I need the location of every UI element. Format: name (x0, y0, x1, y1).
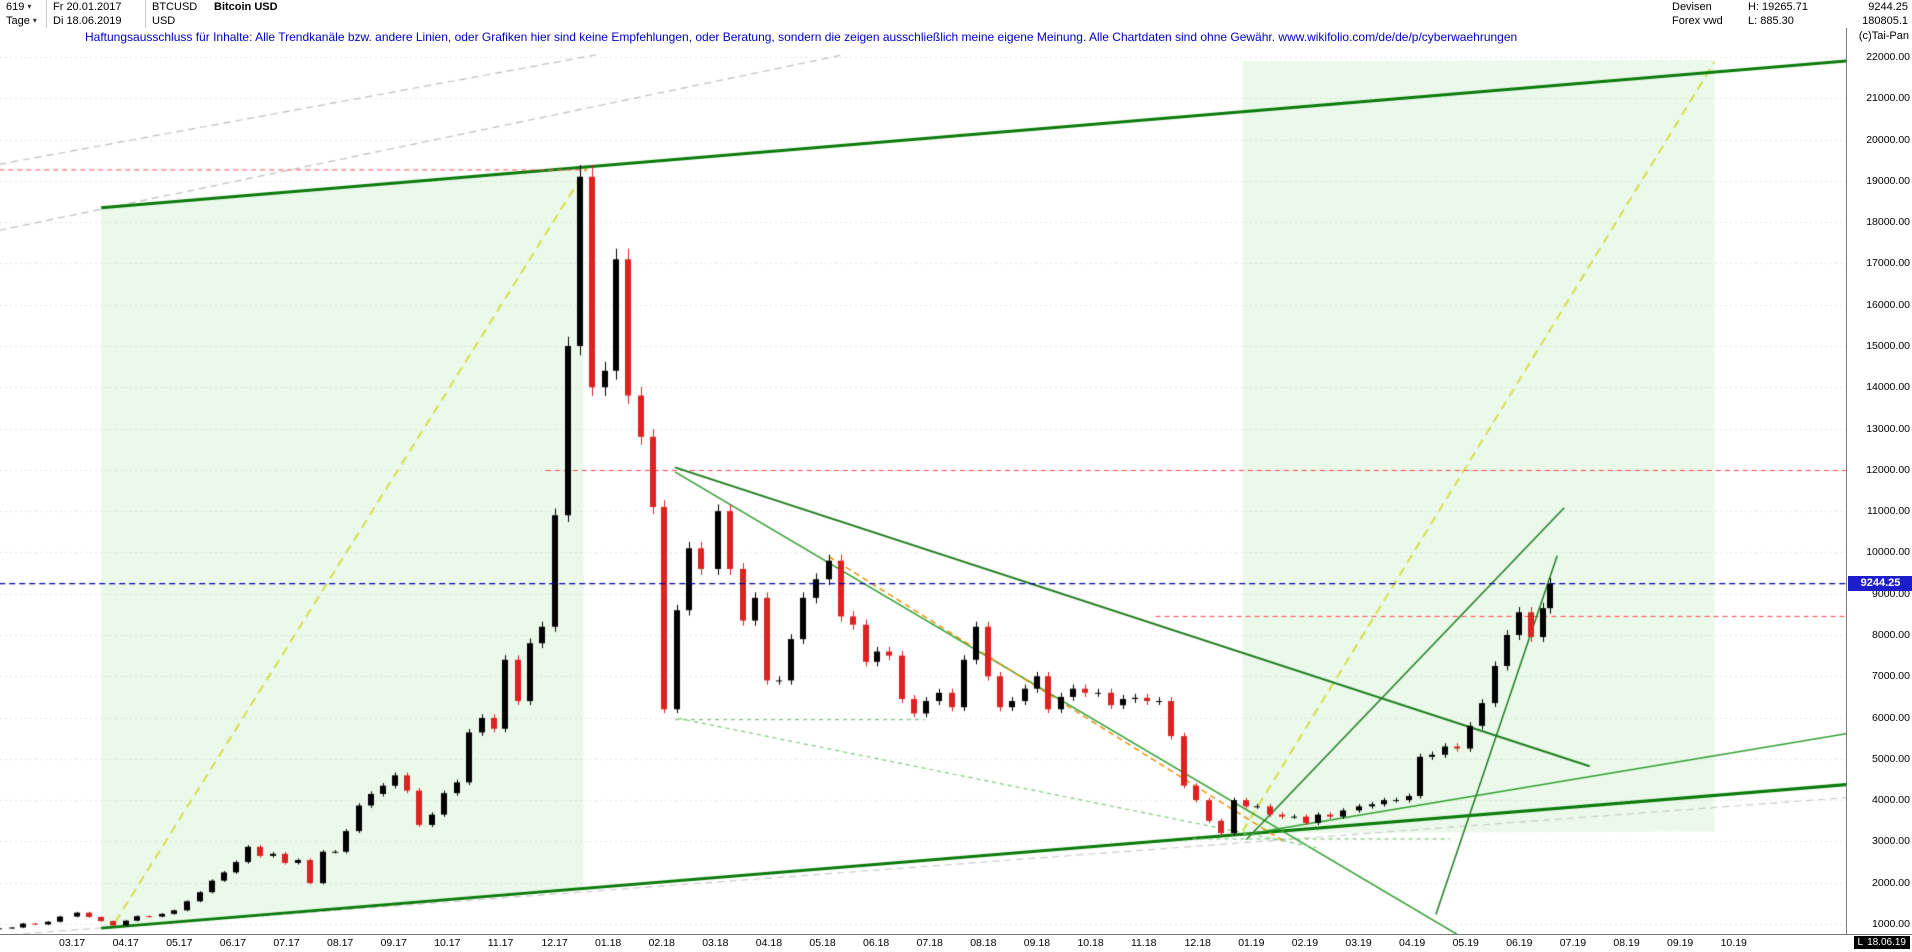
x-axis-label: 06.18 (863, 937, 890, 949)
x-axis-label: 02.18 (648, 937, 675, 949)
x-axis-label: 08.19 (1613, 937, 1640, 949)
x-axis-label: 03.18 (702, 937, 729, 949)
x-axis-label: 09.19 (1667, 937, 1694, 949)
header-row-2: Tage ▾ Di 18.06.2019 USD Forex vwd L: 885… (0, 14, 1912, 28)
x-axis-label: 10.17 (434, 937, 461, 949)
x-axis-label: 03.17 (59, 937, 86, 949)
x-axis-label: 05.17 (166, 937, 193, 949)
x-axis-label: 01.19 (1238, 937, 1265, 949)
date-stamp-value: 18.06.19 (1867, 937, 1906, 948)
x-axis-label: 04.18 (755, 937, 783, 949)
currency-code: USD (152, 15, 176, 27)
y-axis-label: 19000.00 (1866, 174, 1910, 187)
chevron-down-icon: ▾ (32, 16, 37, 25)
bars-count-value: 619 (6, 1, 25, 13)
time-axis[interactable]: L 18.06.19 03.17 04.17 05.17 06.17 07.17 08.17… (0, 934, 1912, 952)
y-axis-label: 2000.00 (1872, 876, 1910, 889)
x-axis-label: 07.17 (273, 937, 300, 949)
symbol-code: BTCUSD (152, 1, 198, 13)
y-axis-label: 13000.00 (1866, 422, 1910, 435)
y-axis-label: 17000.00 (1866, 257, 1910, 270)
x-axis-label: 11.18 (1131, 937, 1157, 949)
y-axis-label: 22000.00 (1866, 51, 1910, 63)
x-axis-label: 04.19 (1399, 937, 1426, 949)
chart-end-date: Di 18.06.2019 (47, 14, 146, 28)
price-chart-canvas[interactable] (0, 28, 1846, 934)
y-axis-label: 21000.00 (1866, 92, 1910, 105)
x-axis-label: 07.19 (1559, 937, 1587, 949)
x-axis-label: 12.17 (541, 937, 568, 949)
y-axis-label: 18000.00 (1866, 216, 1910, 229)
y-axis-label: 1000.00 (1872, 918, 1910, 930)
x-axis-label: 08.18 (970, 937, 997, 949)
x-axis-label: 11.17 (487, 937, 514, 949)
y-axis-label: 5000.00 (1872, 752, 1910, 765)
disclaimer-text: Haftungsausschluss für Inhalte: Alle Tre… (85, 30, 1518, 44)
y-axis-label: 6000.00 (1872, 711, 1910, 724)
last-price-value: 9244.25 (1868, 1, 1908, 13)
x-axis-label: 10.18 (1077, 937, 1104, 949)
y-axis-label: 15000.00 (1866, 340, 1910, 352)
x-axis-label: 03.19 (1345, 937, 1372, 949)
period-value: Tage (6, 15, 30, 27)
bars-count-dropdown[interactable]: 619 ▾ (0, 0, 47, 14)
x-axis-label: 08.17 (327, 937, 354, 949)
low-marker-label: L (1857, 937, 1864, 948)
period-low-label: L: 885.30 (1748, 15, 1794, 27)
x-axis-label: 06.19 (1506, 937, 1533, 949)
y-axis-label: 20000.00 (1866, 133, 1910, 146)
period-dropdown[interactable]: Tage ▾ (0, 14, 47, 28)
category-label: Devisen (1672, 1, 1712, 13)
current-price-badge: 9244.25 (1848, 575, 1912, 591)
copyright-label: (c)Tai-Pan (1858, 30, 1909, 42)
price-axis[interactable]: 9244.25 22000.00 21000.00 20000.00 19000.00… (1846, 28, 1912, 934)
header-right-group-1: Devisen H: 19265.71 9244.25 (1666, 0, 1912, 14)
x-axis-label: 04.17 (112, 937, 139, 949)
x-axis-label: 09.18 (1023, 937, 1051, 949)
y-axis-label: 9000.00 (1872, 587, 1910, 600)
y-axis-label: 10000.00 (1866, 546, 1910, 559)
period-high-label: H: 19265.71 (1748, 1, 1808, 13)
x-axis-label: 10.19 (1720, 937, 1747, 949)
y-axis-label: 16000.00 (1866, 298, 1910, 311)
x-axis-label: 07.18 (916, 937, 943, 949)
header-bar: 619 ▾ Fr 20.01.2017 BTCUSD Bitcoin USD De… (0, 0, 1912, 29)
last-date-stamp: L 18.06.19 (1853, 936, 1910, 949)
x-axis-label: 05.18 (809, 937, 836, 949)
y-axis-label: 4000.00 (1872, 794, 1910, 807)
y-axis-label: 11000.00 (1866, 505, 1910, 518)
volume-value: 180805.1 (1862, 15, 1908, 27)
instrument-name: Bitcoin USD (214, 1, 278, 13)
x-axis-label: 12.18 (1184, 937, 1211, 949)
x-axis-label: 09.17 (380, 937, 407, 949)
y-axis-label: 3000.00 (1872, 835, 1910, 848)
y-axis-label: 8000.00 (1872, 629, 1910, 641)
header-right-group-2: Forex vwd L: 885.30 180805.1 (1666, 14, 1912, 28)
chevron-down-icon: ▾ (27, 2, 32, 11)
y-axis-label: 7000.00 (1872, 670, 1910, 683)
header-row-1: 619 ▾ Fr 20.01.2017 BTCUSD Bitcoin USD De… (0, 0, 1912, 14)
feed-label: Forex vwd (1672, 15, 1723, 27)
x-axis-label: 05.19 (1452, 937, 1479, 949)
chart-start-date: Fr 20.01.2017 (47, 0, 146, 14)
x-axis-label: 01.18 (595, 937, 622, 949)
y-axis-label: 12000.00 (1866, 463, 1910, 476)
y-axis-label: 14000.00 (1866, 381, 1910, 394)
x-axis-label: 06.17 (219, 937, 247, 949)
x-axis-label: 02.19 (1291, 937, 1319, 949)
